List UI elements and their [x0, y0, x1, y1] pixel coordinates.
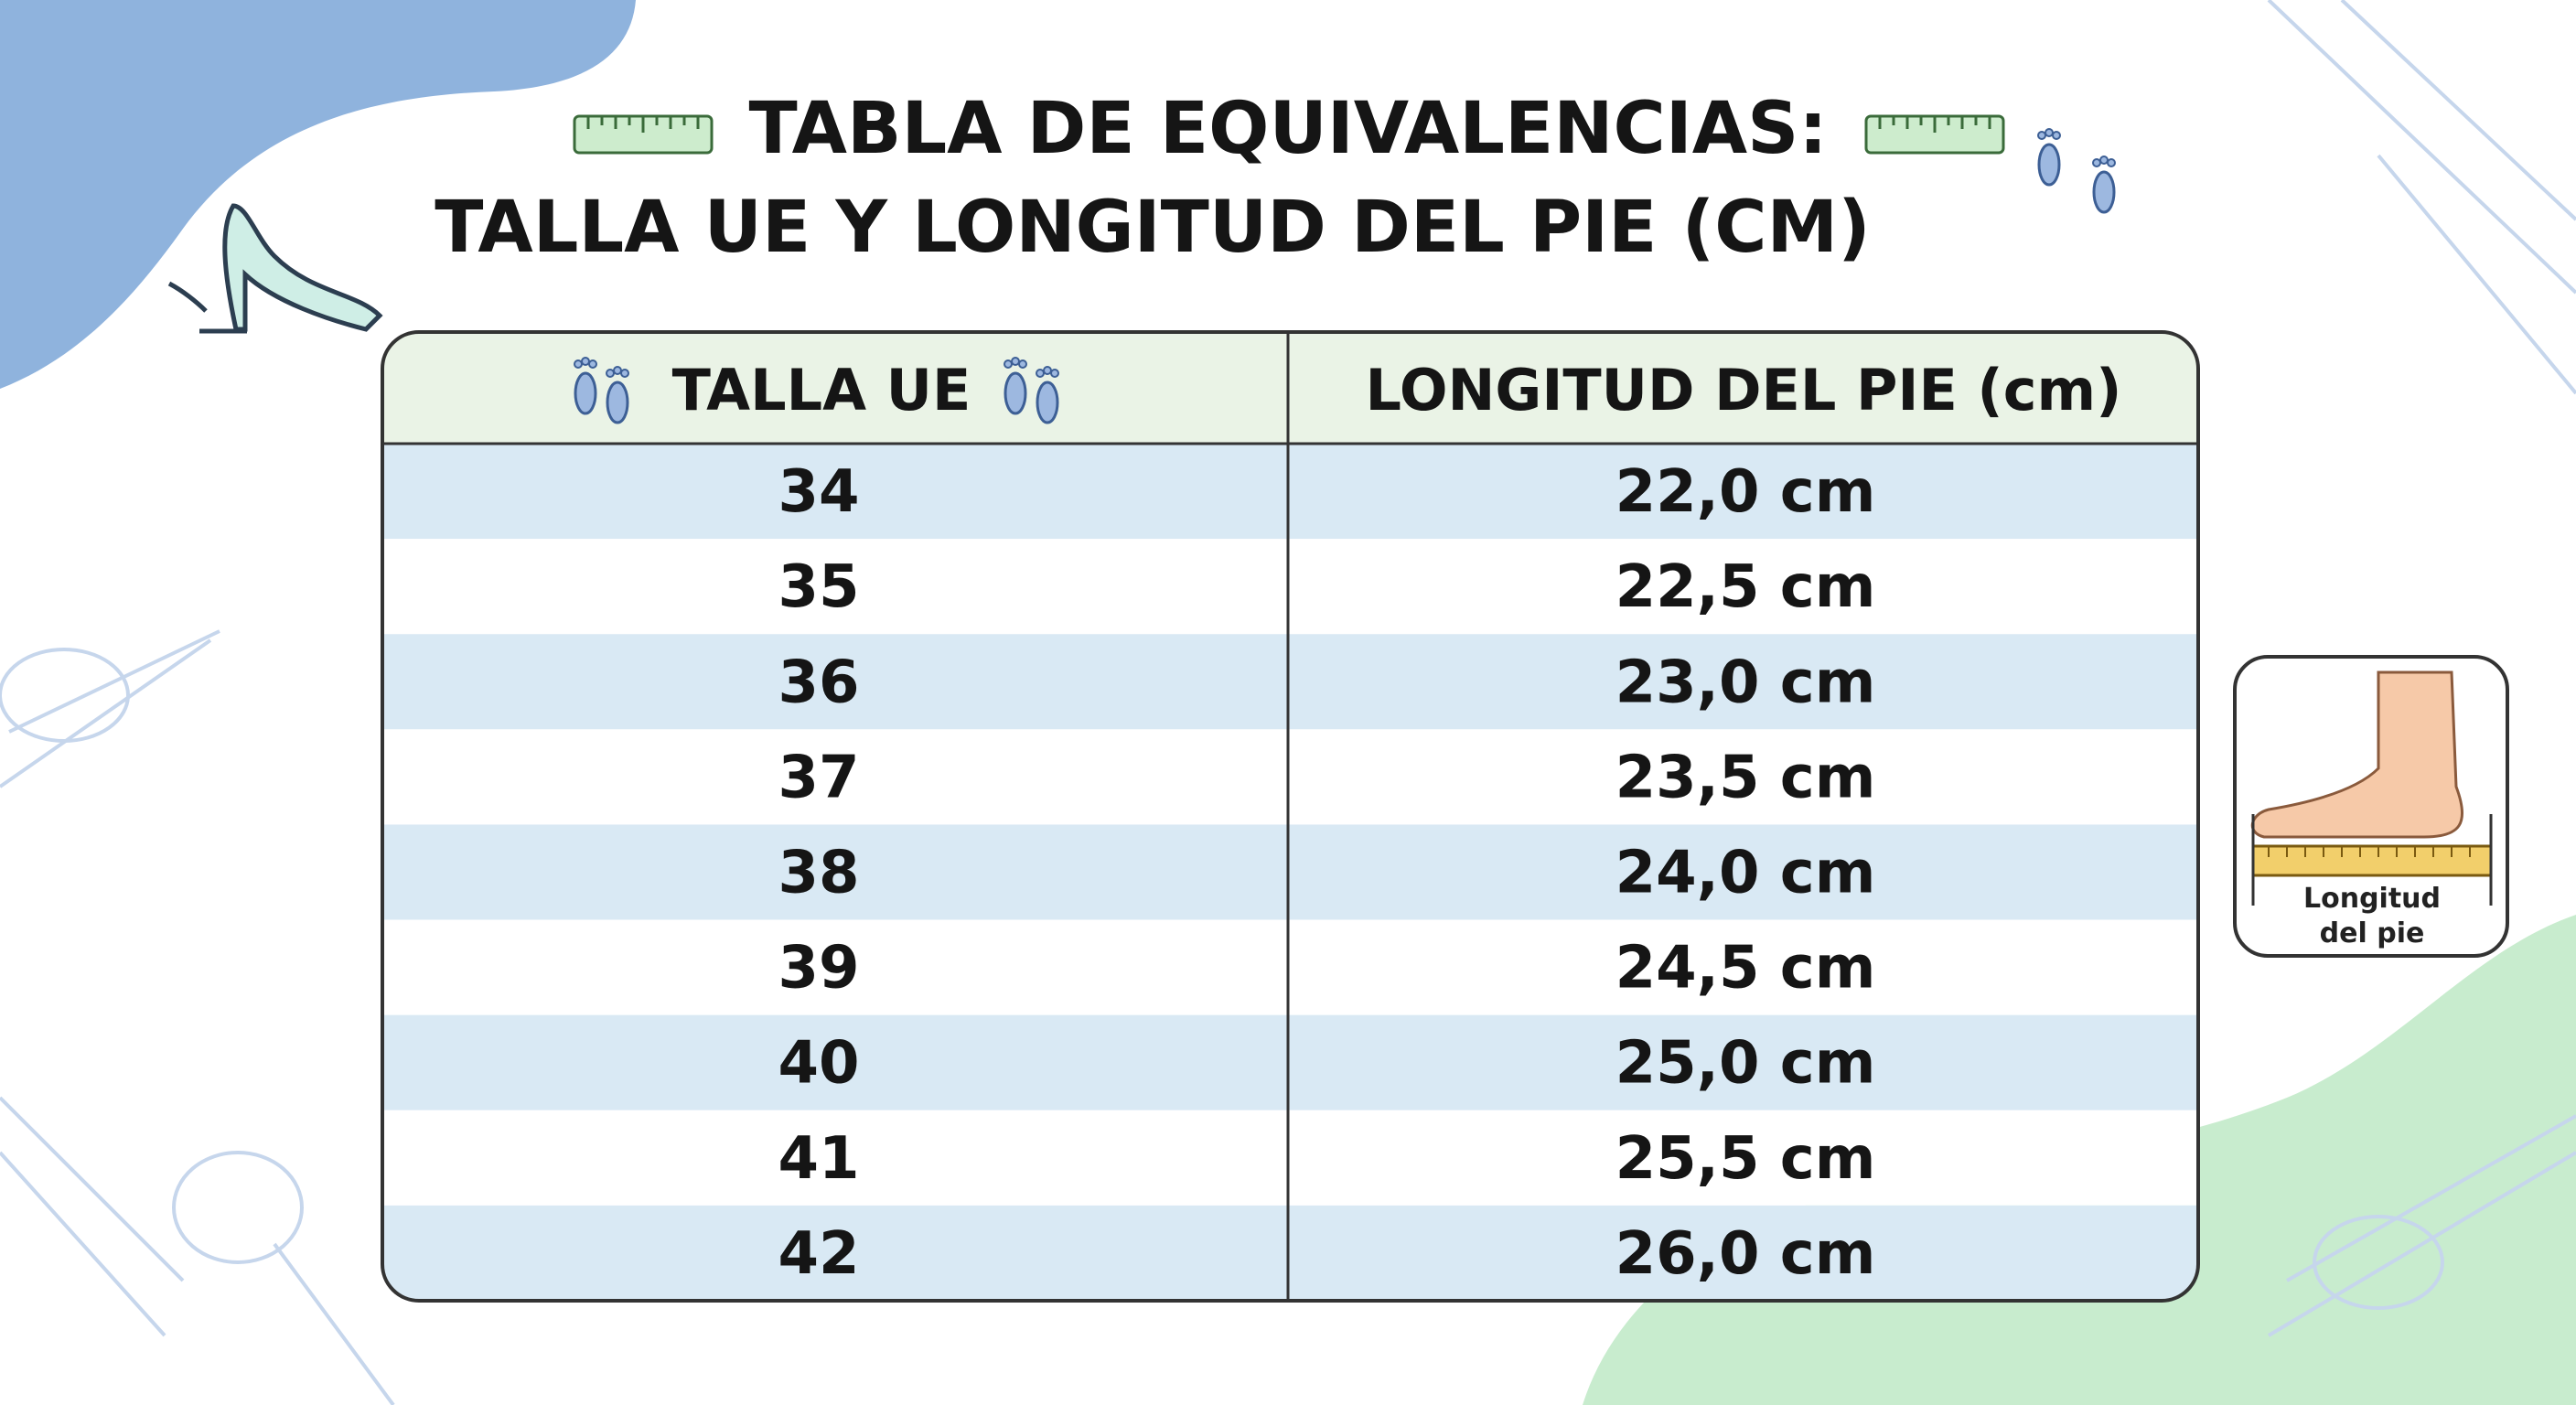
table — [382, 332, 2198, 1301]
foot-icon — [2036, 127, 2062, 187]
length-cell: 22,0 cm — [1615, 458, 1876, 526]
table-row — [382, 729, 2198, 825]
length-cell: 22,5 cm — [1615, 553, 1876, 621]
table-row — [382, 634, 2198, 730]
ruler-icon — [573, 114, 714, 155]
size-cell: 41 — [778, 1125, 859, 1193]
table-row — [382, 1205, 2198, 1301]
column-header: LONGITUD DEL PIE (cm) — [1366, 357, 2122, 424]
table-row — [382, 1014, 2198, 1110]
size-cell: 36 — [778, 649, 859, 716]
size-cell: 34 — [778, 458, 859, 526]
foot-measure-card: Longitud del pie — [2233, 655, 2509, 958]
foot-icon — [2091, 155, 2117, 214]
table-border — [381, 330, 2200, 1303]
size-cell: 37 — [778, 744, 859, 811]
size-cell: 35 — [778, 553, 859, 621]
length-cell: 25,0 cm — [1615, 1030, 1876, 1098]
blob-blue — [0, 0, 636, 389]
header-row — [382, 332, 2198, 444]
caption: Longitud — [2303, 883, 2441, 915]
table-row — [382, 539, 2198, 635]
size-cell: 40 — [778, 1030, 859, 1098]
title: TABLA DE EQUIVALENCIAS: — [748, 88, 1827, 170]
length-cell: 23,0 cm — [1615, 649, 1876, 716]
size-cell: 38 — [778, 840, 859, 907]
table-body: 34 22,0 cm 35 22,5 cm 36 23,0 cm 37 23,5 cm 38 24… — [778, 458, 1875, 1288]
length-cell: 23,5 cm — [1615, 744, 1876, 811]
column-header: TALLA UE — [672, 357, 971, 424]
length-cell: 24,0 cm — [1615, 840, 1876, 907]
length-cell: 25,5 cm — [1615, 1125, 1876, 1193]
table-row — [382, 444, 2198, 540]
size-cell: 42 — [778, 1220, 859, 1288]
caption: del pie — [2320, 917, 2425, 949]
table-row — [382, 919, 2198, 1015]
ruler-icon — [1864, 114, 2005, 155]
title: TALLA UE Y LONGITUD DEL PIE (CM) — [435, 187, 1871, 269]
size-cell: 39 — [778, 935, 859, 1003]
length-cell: 24,5 cm — [1615, 935, 1876, 1003]
table-row — [382, 1110, 2198, 1206]
shoe-icon — [167, 203, 383, 334]
table-row — [382, 824, 2198, 920]
length-cell: 26,0 cm — [1615, 1220, 1876, 1288]
